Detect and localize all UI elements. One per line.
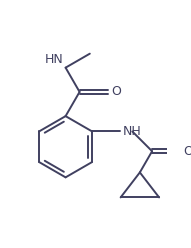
Text: O: O — [111, 85, 121, 98]
Text: HN: HN — [45, 53, 64, 66]
Text: NH: NH — [123, 125, 142, 138]
Text: O: O — [184, 145, 191, 158]
